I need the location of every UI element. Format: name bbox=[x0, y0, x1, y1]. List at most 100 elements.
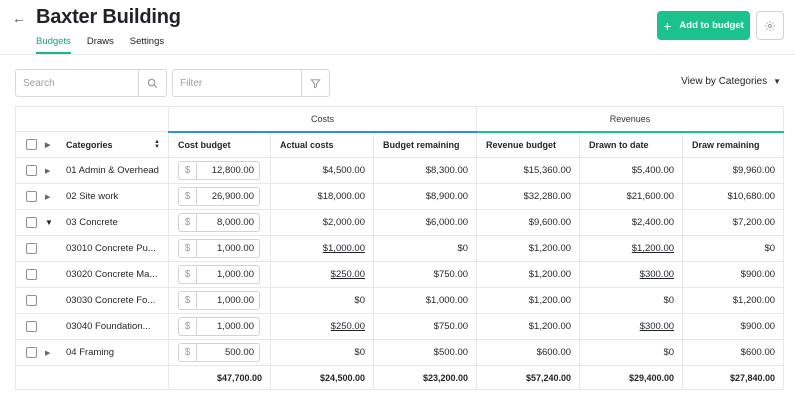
search-input[interactable] bbox=[16, 70, 138, 96]
cost-budget-input[interactable]: $500.00 bbox=[178, 343, 260, 362]
cost-budget-value: 26,900.00 bbox=[211, 191, 254, 202]
drawn-to-date-link[interactable]: $1,200.00 bbox=[631, 243, 675, 254]
expand-all-icon[interactable]: ▶ bbox=[45, 141, 51, 149]
search-button[interactable] bbox=[138, 70, 166, 96]
expand-row-icon[interactable]: ▶ bbox=[45, 167, 51, 175]
plus-icon: + bbox=[663, 17, 672, 34]
dollar-prefix: $ bbox=[179, 292, 197, 309]
drawn-to-date-cell: $300.00 bbox=[579, 261, 684, 288]
row-checkbox[interactable] bbox=[26, 243, 37, 254]
category-name: 03 Concrete bbox=[66, 217, 118, 228]
filter-input[interactable] bbox=[173, 70, 301, 96]
revenue-budget-cell: $15,360.00 bbox=[476, 157, 581, 184]
cost-budget-input[interactable]: $1,000.00 bbox=[178, 239, 260, 258]
draw-remaining-cell: $0 bbox=[682, 235, 785, 262]
expand-row-icon[interactable]: ▶ bbox=[45, 349, 51, 357]
cost-budget-input[interactable]: $26,900.00 bbox=[178, 187, 260, 206]
group-header-revenues: Revenues bbox=[476, 106, 785, 133]
table-row: 03030 Concrete Fo... $1,000.00 $0 $1,000… bbox=[15, 287, 785, 314]
settings-button[interactable] bbox=[756, 11, 784, 40]
cost-budget-value: 1,000.00 bbox=[217, 243, 254, 254]
actual-costs-link[interactable]: $250.00 bbox=[330, 321, 365, 332]
drawn-to-date-cell: $21,600.00 bbox=[579, 183, 684, 210]
add-to-budget-label: Add to budget bbox=[679, 20, 744, 31]
cost-budget-value: 1,000.00 bbox=[217, 295, 254, 306]
filter-box bbox=[172, 69, 330, 97]
row-checkbox[interactable] bbox=[26, 217, 37, 228]
budget-remaining-cell: $0 bbox=[372, 235, 478, 262]
row-checkbox[interactable] bbox=[26, 191, 37, 202]
cost-budget-input[interactable]: $1,000.00 bbox=[178, 291, 260, 310]
sort-icon[interactable]: ▲ ▼ bbox=[154, 138, 160, 150]
category-name: 03030 Concrete Fo... bbox=[66, 295, 156, 306]
gear-icon bbox=[765, 20, 775, 31]
table-row: 03010 Concrete Pu... $1,000.00 $1,000.00… bbox=[15, 235, 785, 262]
total-drawn-to-date: $29,400.00 bbox=[579, 365, 684, 390]
revenue-budget-cell: $1,200.00 bbox=[476, 261, 581, 288]
cost-budget-value: 1,000.00 bbox=[217, 321, 254, 332]
table-row: ▶ 02 Site work $26,900.00 $18,000.00 $8,… bbox=[15, 183, 785, 210]
table-row: ▶ 01 Admin & Overhead $12,800.00 $4,500.… bbox=[15, 157, 785, 184]
search-icon bbox=[147, 78, 158, 88]
view-by-label: View by Categories bbox=[681, 76, 768, 87]
cost-budget-value: 500.00 bbox=[224, 347, 254, 358]
page-title: Baxter Building bbox=[36, 6, 181, 28]
total-actual-costs: $24,500.00 bbox=[270, 365, 374, 390]
revenue-budget-cell: $1,200.00 bbox=[476, 287, 581, 314]
dollar-prefix: $ bbox=[179, 318, 197, 335]
column-header-drawn-to-date[interactable]: Drawn to date bbox=[579, 131, 684, 158]
drawn-to-date-link[interactable]: $300.00 bbox=[639, 321, 675, 332]
category-name: 01 Admin & Overhead bbox=[66, 165, 159, 176]
draw-remaining-cell: $7,200.00 bbox=[682, 209, 785, 236]
row-checkbox[interactable] bbox=[26, 269, 37, 280]
cost-budget-input[interactable]: $1,000.00 bbox=[178, 317, 260, 336]
row-checkbox[interactable] bbox=[26, 165, 37, 176]
total-budget-remaining: $23,200.00 bbox=[372, 365, 478, 390]
actual-costs-cell: $4,500.00 bbox=[270, 157, 374, 184]
totals-row: $47,700.00 $24,500.00 $23,200.00 $57,240… bbox=[15, 365, 785, 390]
expand-row-icon[interactable]: ▶ bbox=[45, 193, 51, 201]
revenue-budget-cell: $1,200.00 bbox=[476, 313, 581, 340]
draw-remaining-cell: $900.00 bbox=[682, 313, 785, 340]
draw-remaining-cell: $9,960.00 bbox=[682, 157, 785, 184]
actual-costs-link[interactable]: $250.00 bbox=[330, 269, 365, 280]
row-checkbox[interactable] bbox=[26, 295, 37, 306]
drawn-to-date-cell: $300.00 bbox=[579, 313, 684, 340]
tab-settings[interactable]: Settings bbox=[129, 36, 165, 47]
cost-budget-input[interactable]: $12,800.00 bbox=[178, 161, 260, 180]
column-header-budget-remaining[interactable]: Budget remaining bbox=[372, 131, 478, 158]
category-name: 03020 Concrete Ma... bbox=[66, 269, 158, 280]
column-header-cost-budget[interactable]: Cost budget bbox=[168, 131, 271, 158]
actual-costs-cell: $0 bbox=[270, 339, 374, 366]
row-checkbox[interactable] bbox=[26, 347, 37, 358]
dollar-prefix: $ bbox=[179, 162, 197, 179]
arrow-left-icon[interactable]: ← bbox=[12, 10, 26, 26]
view-by-dropdown[interactable]: View by Categories ▼ bbox=[681, 76, 781, 87]
tab-budgets[interactable]: Budgets bbox=[36, 36, 71, 54]
actual-costs-link[interactable]: $1,000.00 bbox=[322, 243, 365, 254]
category-name: 03040 Foundation... bbox=[66, 321, 151, 332]
draw-remaining-cell: $900.00 bbox=[682, 261, 785, 288]
select-all-checkbox[interactable] bbox=[26, 139, 37, 150]
budget-table: Costs Revenues ▶ Categories ▲ ▼ Cost budg… bbox=[15, 106, 785, 390]
budget-remaining-cell: $1,000.00 bbox=[372, 287, 478, 314]
cost-budget-input[interactable]: $1,000.00 bbox=[178, 265, 260, 284]
cost-budget-value: 1,000.00 bbox=[217, 269, 254, 280]
column-header-draw-remaining[interactable]: Draw remaining bbox=[682, 131, 785, 158]
dollar-prefix: $ bbox=[179, 344, 197, 361]
row-checkbox[interactable] bbox=[26, 321, 37, 332]
drawn-to-date-link[interactable]: $300.00 bbox=[639, 269, 675, 280]
filter-button[interactable] bbox=[301, 70, 329, 96]
tab-draws[interactable]: Draws bbox=[86, 36, 114, 47]
column-header-actual-costs[interactable]: Actual costs bbox=[270, 131, 374, 158]
actual-costs-cell: $2,000.00 bbox=[270, 209, 374, 236]
column-header-revenue-budget[interactable]: Revenue budget bbox=[476, 131, 581, 158]
drawn-to-date-cell: $0 bbox=[579, 287, 684, 314]
revenue-budget-cell: $600.00 bbox=[476, 339, 581, 366]
drawn-to-date-cell: $1,200.00 bbox=[579, 235, 684, 262]
collapse-row-icon[interactable]: ▼ bbox=[45, 218, 53, 227]
add-to-budget-button[interactable]: + Add to budget bbox=[657, 11, 750, 40]
cost-budget-input[interactable]: $8,000.00 bbox=[178, 213, 260, 232]
budget-remaining-cell: $6,000.00 bbox=[372, 209, 478, 236]
budget-remaining-cell: $500.00 bbox=[372, 339, 478, 366]
